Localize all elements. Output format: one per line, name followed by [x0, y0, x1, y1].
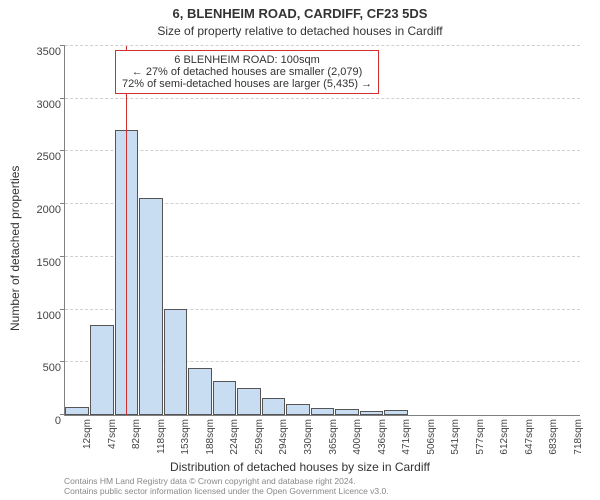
chart-title-line2: Size of property relative to detached ho…: [0, 24, 600, 38]
plot-area: 6 BLENHEIM ROAD: 100sqm ← 27% of detache…: [64, 46, 580, 416]
histogram-bar: [213, 381, 237, 415]
x-tick-label: 400sqm: [352, 419, 363, 459]
histogram-bar: [90, 325, 114, 415]
annotation-line: 6 BLENHEIM ROAD: 100sqm: [122, 54, 372, 66]
x-tick-label: 153sqm: [180, 419, 191, 459]
gridline-h: [65, 150, 580, 151]
reference-line: [126, 46, 127, 415]
figure-root: 6, BLENHEIM ROAD, CARDIFF, CF23 5DS Size…: [0, 0, 600, 500]
x-tick-label: 82sqm: [131, 419, 142, 459]
histogram-bar: [164, 309, 188, 415]
chart-title-line1: 6, BLENHEIM ROAD, CARDIFF, CF23 5DS: [0, 6, 600, 21]
histogram-bar: [360, 411, 384, 415]
attribution-line: Contains HM Land Registry data © Crown c…: [64, 476, 590, 486]
histogram-bar: [188, 368, 212, 415]
gridline-h: [65, 98, 580, 99]
histogram-bar: [262, 398, 286, 415]
annotation-line: 72% of semi-detached houses are larger (…: [122, 78, 372, 90]
x-tick-label: 12sqm: [82, 419, 93, 459]
histogram-bar: [384, 410, 408, 415]
attribution-line: Contains public sector information licen…: [64, 486, 590, 496]
x-tick-label: 506sqm: [426, 419, 437, 459]
x-tick-label: 365sqm: [328, 419, 339, 459]
histogram-bar: [65, 407, 89, 415]
histogram-bar: [237, 388, 261, 415]
x-tick-label: 647sqm: [524, 419, 535, 459]
x-tick-label: 294sqm: [278, 419, 289, 459]
x-tick-label: 330sqm: [303, 419, 314, 459]
x-tick-label: 577sqm: [475, 419, 486, 459]
reference-annotation-box: 6 BLENHEIM ROAD: 100sqm ← 27% of detache…: [115, 50, 379, 94]
gridline-h: [65, 45, 580, 46]
x-tick-label: 471sqm: [401, 419, 412, 459]
x-tick-label: 612sqm: [499, 419, 510, 459]
x-tick-label: 118sqm: [156, 419, 167, 459]
x-tick-label: 436sqm: [377, 419, 388, 459]
x-tick-label: 188sqm: [205, 419, 216, 459]
x-tick-label: 224sqm: [229, 419, 240, 459]
attribution-text: Contains HM Land Registry data © Crown c…: [64, 476, 590, 496]
histogram-bar: [311, 408, 335, 415]
annotation-line: ← 27% of detached houses are smaller (2,…: [122, 66, 372, 78]
x-tick-label: 718sqm: [573, 419, 584, 459]
y-axis-label: Number of detached properties: [8, 165, 22, 330]
x-tick-label: 683sqm: [548, 419, 559, 459]
histogram-bar: [335, 409, 359, 415]
x-tick-label: 259sqm: [254, 419, 265, 459]
histogram-bar: [139, 198, 163, 415]
histogram-bar: [286, 404, 310, 415]
x-axis-label: Distribution of detached houses by size …: [0, 460, 600, 474]
x-tick-label: 47sqm: [107, 419, 118, 459]
x-tick-label: 541sqm: [450, 419, 461, 459]
